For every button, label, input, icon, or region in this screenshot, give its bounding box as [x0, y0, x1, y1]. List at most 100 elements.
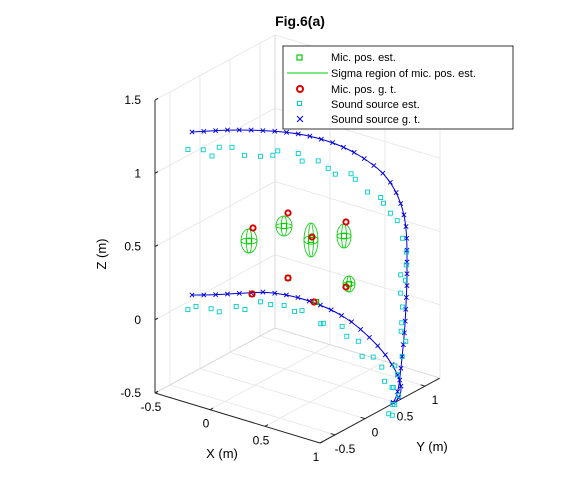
legend-marker-mic-est [296, 54, 303, 61]
source-est-point [344, 333, 350, 339]
mic-gt-point [308, 233, 316, 241]
source-est-point [389, 412, 395, 418]
box-edge [154, 327, 276, 394]
source-gt-point [213, 128, 219, 134]
source-gt-point [404, 283, 410, 289]
grid-line [274, 254, 441, 306]
source-gt-point [401, 212, 407, 218]
legend-label-sigma: Sigma region of mic. pos. est. [331, 68, 476, 80]
source-est-point [295, 151, 301, 156]
source-est-point [352, 176, 358, 182]
legend-marker-mic-gt [296, 85, 304, 93]
grid-line [229, 351, 396, 403]
source-gt-point [307, 133, 313, 139]
x-tick-label: 0.5 [253, 433, 270, 447]
source-gt-point [393, 190, 399, 196]
source-est-point [348, 171, 354, 177]
source-est-point [387, 210, 393, 216]
grid-line [199, 368, 366, 420]
y-tick-mark [420, 384, 426, 387]
z-tick-label: -0.5 [120, 386, 141, 400]
z-tick-mark [154, 97, 159, 101]
source-est-point [395, 393, 401, 398]
source-est-point [379, 364, 385, 370]
source-est-point [185, 307, 191, 313]
z-tick-mark [154, 317, 159, 321]
source-est-point [315, 158, 321, 164]
source-gt-point [397, 377, 403, 383]
mic-gt-point [310, 298, 318, 306]
y-tick-label: -0.5 [335, 442, 356, 456]
x-tick-mark [209, 407, 214, 411]
grid-line [169, 384, 336, 436]
source-gt-point [389, 362, 395, 368]
grid-line [264, 360, 386, 427]
source-est-point [392, 402, 398, 408]
y-axis-label: Y (m) [416, 439, 448, 454]
source-est-point [398, 272, 404, 278]
x-tick-label: -0.5 [141, 400, 162, 414]
source-est-point [200, 147, 206, 153]
source-gt-point [201, 128, 207, 134]
z-tick-mark [154, 390, 159, 394]
source-gt-point [403, 294, 409, 300]
source-gt-point [283, 292, 289, 298]
x-tick-label: 0 [203, 417, 210, 431]
source-gt-point [189, 129, 195, 135]
source-est-point [398, 290, 404, 296]
legend-marker-source-est [297, 101, 302, 106]
y-axis-line [319, 377, 441, 444]
source-gt-point [398, 200, 404, 206]
source-est-point [216, 144, 222, 150]
source-est-point [398, 328, 404, 334]
source-est-point [359, 353, 365, 359]
z-tick-label: 0 [134, 313, 141, 327]
x-tick-label: 1 [313, 450, 320, 464]
legend-label-mic-est: Mic. pos. est. [331, 52, 396, 64]
legend-label-mic-gt: Mic. pos. g. t. [331, 84, 396, 96]
source-gt-point [404, 235, 410, 241]
z-tick-label: 0.5 [124, 240, 141, 254]
source-est-point [399, 320, 405, 326]
legend-box [282, 45, 514, 130]
legend-label-source-est: Sound source est. [331, 99, 420, 111]
source-gt-point [272, 290, 278, 296]
source-est-point [382, 378, 388, 384]
source-est-point [281, 303, 287, 309]
source-gt-point [272, 128, 278, 134]
source-est-point [270, 152, 276, 158]
source-gt-point [387, 179, 393, 185]
y-tick-label: 1 [432, 393, 439, 407]
source-est-point [394, 218, 400, 224]
source-gt-point [330, 140, 336, 146]
source-gt-point [371, 162, 377, 169]
source-gt-point [213, 292, 219, 298]
source-est-point [392, 363, 398, 369]
source-gt-point [236, 127, 242, 133]
source-gt-point [339, 312, 345, 319]
source-est-point [332, 171, 338, 177]
mic-gt-point [284, 209, 292, 217]
legend: Mic. pos. est. Sigma region of mic. pos.… [282, 45, 514, 130]
source-est-point [339, 323, 345, 329]
sigma-region [275, 215, 293, 237]
grid-line [154, 181, 276, 247]
sigma-region [336, 223, 352, 249]
x-tick-mark [319, 440, 324, 444]
data-layer [185, 127, 410, 418]
source-est-point [275, 148, 281, 154]
source-est-point [390, 385, 396, 390]
source-gt-point [224, 127, 230, 133]
source-gt-point [260, 128, 266, 134]
y-tick-label: 0 [372, 426, 379, 440]
source-est-point [320, 320, 326, 326]
mic-gt-point [342, 218, 350, 226]
legend-marker-source-gt [296, 115, 304, 123]
source-gt-point [398, 383, 404, 389]
source-est-point [378, 195, 384, 200]
mic-gt-point [284, 274, 292, 282]
source-est-point [399, 304, 405, 310]
x-axis-line [154, 392, 321, 444]
source-est-point [229, 144, 235, 150]
